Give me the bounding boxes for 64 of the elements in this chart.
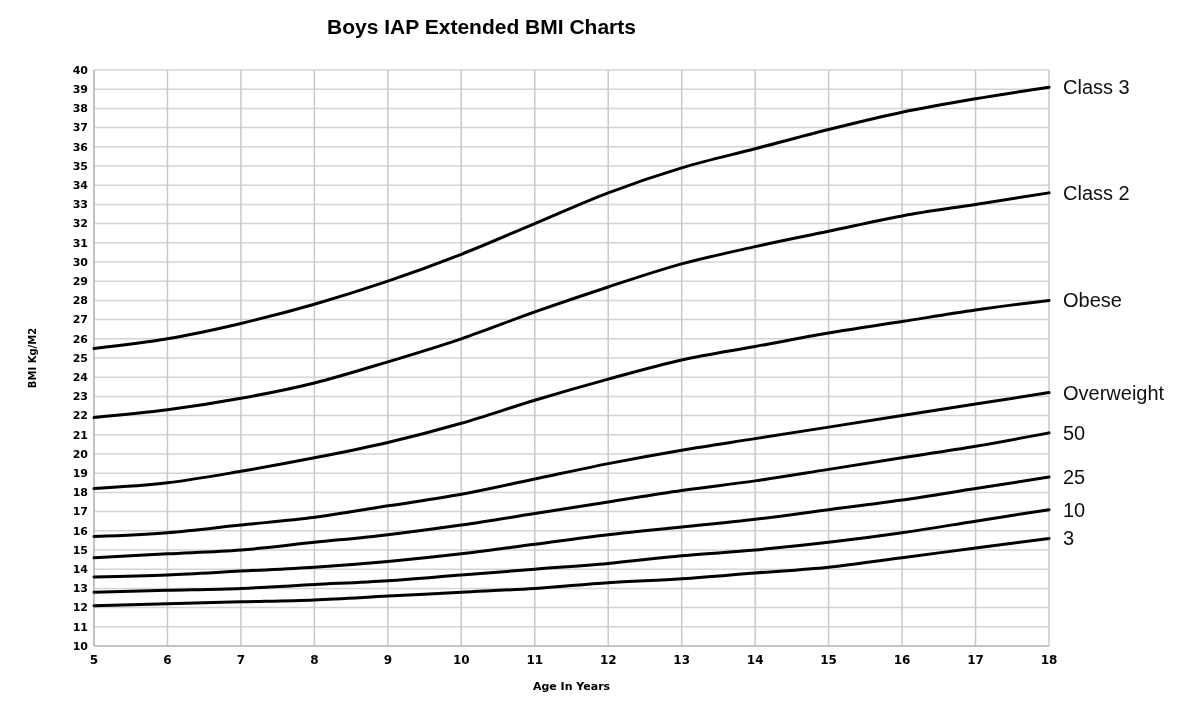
y-tick-label: 20 — [72, 447, 89, 461]
series-label: Overweight — [1063, 381, 1165, 404]
x-tick-label: 9 — [383, 653, 393, 667]
x-tick-label: 12 — [599, 653, 617, 667]
x-tick-label: 7 — [236, 653, 246, 667]
y-tick-label: 25 — [72, 351, 88, 365]
x-tick-label: 11 — [526, 653, 544, 667]
y-tick-label: 30 — [72, 255, 89, 269]
y-tick-label: 15 — [72, 543, 88, 557]
y-tick-label: 19 — [72, 467, 88, 481]
x-tick-label: 17 — [967, 653, 984, 667]
y-tick-label: 34 — [72, 179, 89, 193]
y-tick-label: 29 — [72, 275, 88, 289]
y-tick-label: 28 — [72, 294, 88, 308]
x-tick-label: 14 — [746, 653, 764, 667]
y-tick-label: 32 — [72, 217, 88, 231]
y-tick-label: 12 — [72, 601, 88, 615]
y-tick-label: 33 — [72, 198, 88, 212]
y-tick-label: 11 — [72, 620, 88, 634]
x-tick-label: 18 — [1040, 653, 1058, 667]
line-series — [92, 391, 1051, 539]
x-axis-title: Age In Years — [532, 680, 611, 693]
line-series — [92, 475, 1051, 579]
y-tick-label: 22 — [72, 409, 88, 423]
x-tick-label: 15 — [820, 653, 837, 667]
y-tick-label: 18 — [72, 486, 88, 500]
series-label: 50 — [1063, 421, 1086, 444]
chart-title: Boys IAP Extended BMI Charts — [327, 15, 636, 38]
line-series — [92, 298, 1051, 491]
x-tick-label: 10 — [452, 653, 470, 667]
series-label: 10 — [1063, 498, 1086, 521]
y-tick-label: 16 — [72, 524, 89, 538]
line-series — [92, 85, 1051, 350]
y-tick-label: 40 — [72, 63, 89, 77]
y-tick-label: 39 — [72, 83, 88, 97]
y-axis-title: BMI Kg/M2 — [27, 327, 38, 389]
series-label: 3 — [1063, 527, 1075, 550]
y-tick-label: 10 — [72, 639, 89, 653]
series-label: Class 3 — [1063, 76, 1130, 99]
y-tick-label: 35 — [72, 159, 88, 173]
series-label: Obese — [1063, 289, 1122, 312]
line-series — [92, 508, 1051, 594]
x-tick-label: 13 — [673, 653, 691, 667]
x-tick-label: 8 — [310, 653, 319, 667]
y-tick-label: 24 — [72, 371, 89, 385]
y-tick-label: 21 — [72, 428, 88, 442]
line-series — [92, 536, 1051, 608]
y-tick-label: 27 — [72, 313, 88, 327]
y-tick-label: 14 — [72, 563, 89, 577]
x-tick-label: 16 — [893, 653, 911, 667]
line-series — [92, 431, 1051, 560]
line-series — [92, 191, 1051, 420]
y-tick-label: 23 — [72, 390, 88, 404]
y-tick-label: 36 — [72, 140, 89, 154]
y-tick-label: 37 — [72, 121, 88, 135]
y-tick-label: 17 — [72, 505, 88, 519]
series-label: Class 2 — [1063, 181, 1130, 204]
y-tick-label: 31 — [72, 236, 88, 250]
y-tick-label: 13 — [72, 582, 88, 596]
x-tick-label: 5 — [89, 653, 99, 667]
series-label: 25 — [1063, 466, 1086, 489]
y-tick-label: 26 — [72, 332, 89, 346]
x-tick-label: 6 — [163, 653, 172, 667]
y-tick-label: 38 — [72, 102, 88, 116]
